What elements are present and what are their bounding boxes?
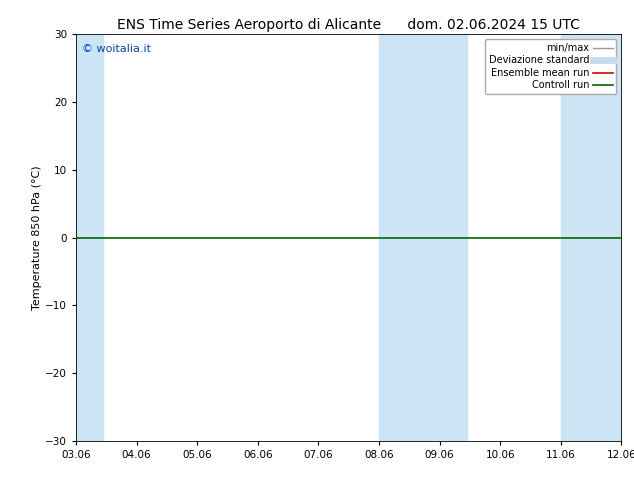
Legend: min/max, Deviazione standard, Ensemble mean run, Controll run: min/max, Deviazione standard, Ensemble m…: [485, 39, 616, 94]
Bar: [560, 34, 621, 441]
Y-axis label: Temperature 850 hPa (°C): Temperature 850 hPa (°C): [32, 165, 42, 310]
Bar: [379, 34, 467, 441]
Text: © woitalia.it: © woitalia.it: [82, 45, 150, 54]
Bar: [76, 34, 103, 441]
Title: ENS Time Series Aeroporto di Alicante      dom. 02.06.2024 15 UTC: ENS Time Series Aeroporto di Alicante do…: [117, 18, 580, 32]
